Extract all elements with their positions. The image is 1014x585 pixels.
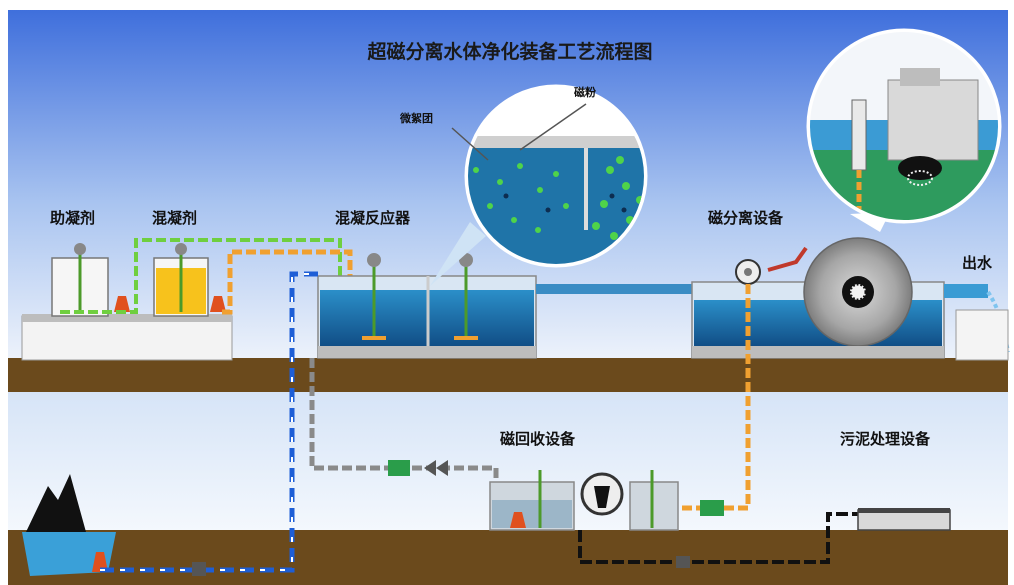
channel-pipe — [536, 284, 692, 294]
diagram-title: 超磁分离水体净化装备工艺流程图 — [366, 40, 652, 63]
sludge-pipe — [578, 512, 858, 564]
coagulant-label: 混凝剂 — [152, 209, 197, 227]
recycle-valve — [424, 460, 448, 476]
separator-label: 磁分离设备 — [708, 209, 784, 227]
zoom-top-bar — [468, 136, 644, 148]
scraper-arm — [767, 246, 808, 272]
aid-pump — [114, 296, 130, 312]
intake-pump — [92, 552, 108, 572]
floc-pointer-line — [451, 127, 489, 161]
sludge-equipment-top — [858, 508, 950, 513]
recovery-label: 磁回收设备 — [500, 430, 576, 448]
ground-upper — [8, 358, 1008, 392]
coagulant-pump — [210, 296, 226, 312]
outlet-tank-wall — [955, 309, 1009, 361]
sludge-label: 污泥处理设备 — [840, 430, 931, 448]
magnetic-powder-label: 磁粉 — [574, 85, 596, 99]
coagulant-motor — [175, 243, 187, 255]
zoom2-hub — [898, 156, 942, 180]
powder-pointer-line — [519, 103, 587, 151]
recovery-pump — [510, 512, 526, 528]
mountains — [26, 474, 86, 532]
intake-valve — [192, 562, 206, 576]
return-pump — [700, 500, 724, 516]
reactor-motor-1 — [367, 253, 381, 267]
reactor-paddle-2 — [454, 336, 478, 340]
recovery-tank-right — [629, 481, 679, 531]
platform-top — [22, 314, 232, 322]
zoom2-drum — [887, 79, 979, 161]
separator-base — [692, 346, 944, 358]
intake-pipe-highlight — [100, 273, 318, 571]
raw-water-pond — [22, 532, 116, 576]
zoom2-scraper — [851, 99, 867, 171]
reactor-paddle-1 — [362, 336, 386, 340]
reactor-label: 混凝反应器 — [335, 209, 411, 227]
recovery-drum-core — [594, 486, 610, 508]
outlet-pipe — [944, 284, 988, 298]
aid-motor — [74, 243, 86, 255]
sludge-valve — [676, 556, 690, 568]
outlet-label: 出水 — [962, 254, 993, 272]
micro-floc-label: 微絮团 — [399, 111, 433, 125]
zoom2-roof — [900, 68, 940, 86]
scraper-roller-center — [744, 268, 752, 276]
recovery-water — [492, 500, 572, 528]
orange-dosing-pipe — [222, 249, 353, 315]
reactor-base — [318, 346, 536, 358]
ground-lower — [8, 530, 1008, 585]
zoom2-hub-ring — [907, 170, 933, 186]
coagulant-aid-label: 助凝剂 — [50, 209, 95, 227]
separator-hub-inner — [848, 282, 868, 302]
recycle-pump — [388, 460, 410, 476]
zoom-pointer-left — [430, 222, 486, 286]
dosing-platform — [21, 315, 233, 361]
